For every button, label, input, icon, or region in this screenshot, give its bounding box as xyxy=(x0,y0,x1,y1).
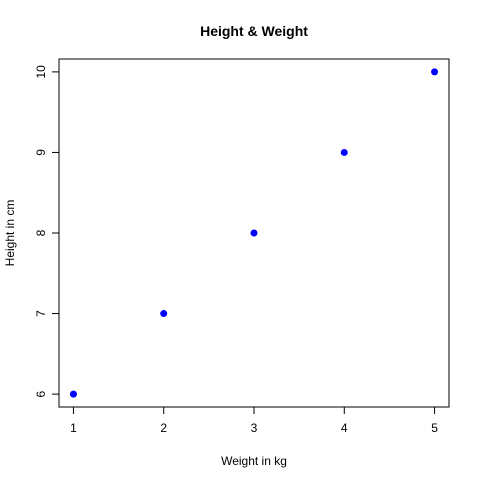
y-tick-label: 7 xyxy=(34,310,48,317)
data-point xyxy=(69,390,77,398)
x-tick-label: 2 xyxy=(160,421,167,435)
y-tick-label: 10 xyxy=(34,65,48,79)
x-axis: 1 2 3 4 5 xyxy=(70,406,438,435)
x-tick-label: 4 xyxy=(341,421,348,435)
data-points xyxy=(69,68,439,398)
x-tick-label: 3 xyxy=(251,421,258,435)
x-tick-label: 5 xyxy=(431,421,438,435)
chart-title: Height & Weight xyxy=(200,23,308,39)
x-tick-label: 1 xyxy=(70,421,77,435)
data-point xyxy=(250,229,258,237)
data-point xyxy=(431,68,439,76)
y-tick-label: 6 xyxy=(34,390,48,397)
y-axis: 6 7 8 9 10 xyxy=(34,65,60,397)
y-tick-label: 8 xyxy=(34,229,48,236)
data-point xyxy=(340,148,348,156)
y-axis-label: Height in cm xyxy=(3,200,17,267)
x-axis-label: Weight in kg xyxy=(221,454,287,468)
data-point xyxy=(160,310,168,318)
y-tick-label: 9 xyxy=(34,149,48,156)
